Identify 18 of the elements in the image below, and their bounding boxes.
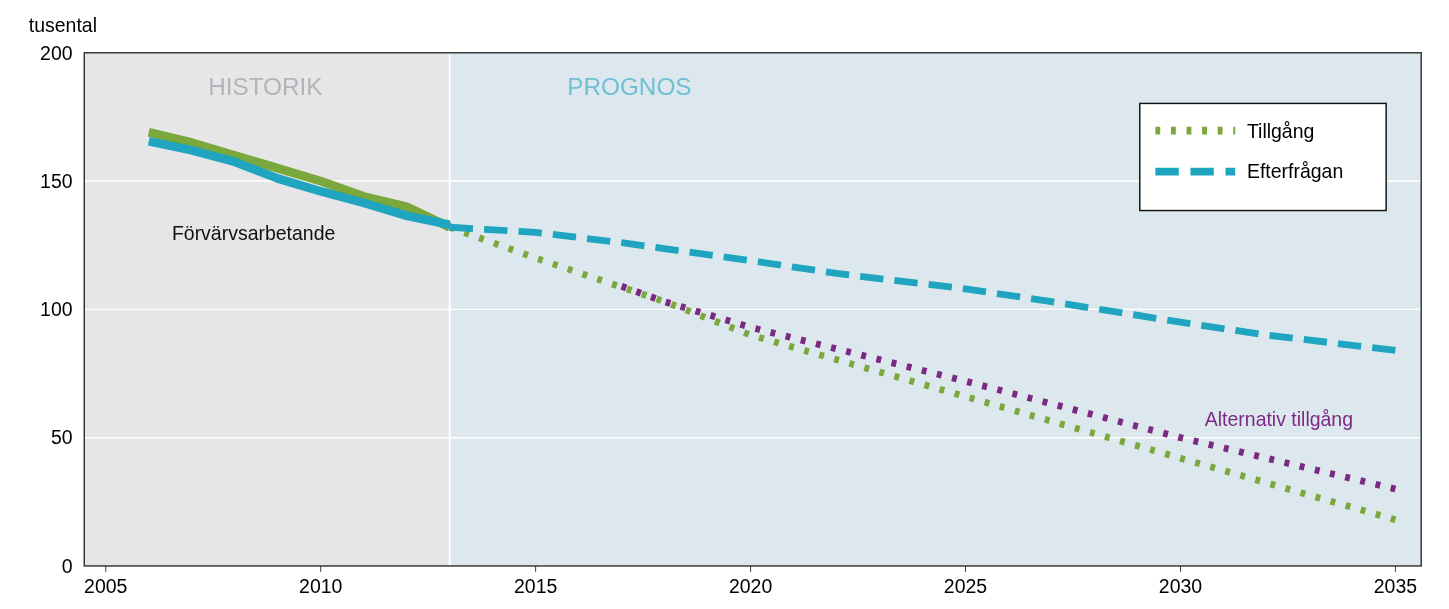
y-axis-title: tusental — [28, 14, 97, 37]
y-tick-label: 150 — [40, 169, 73, 192]
legend-label: Tillgång — [1246, 119, 1315, 142]
annotation: Alternativ tillgång — [1204, 407, 1354, 430]
y-tick-label: 0 — [61, 554, 73, 577]
band-label: PROGNOS — [567, 72, 692, 100]
x-tick-label: 2015 — [513, 575, 558, 598]
y-tick-label: 100 — [40, 298, 73, 321]
legend-label: Efterfrågan — [1246, 160, 1344, 183]
x-tick-label: 2020 — [728, 575, 773, 598]
annotation: Förvärvsarbetande — [171, 221, 336, 244]
x-tick-label: 2025 — [943, 575, 988, 598]
x-tick-label: 2010 — [299, 575, 343, 598]
x-tick-label: 2035 — [1373, 575, 1418, 598]
x-tick-label: 2030 — [1158, 575, 1203, 598]
x-tick-label: 2005 — [84, 575, 128, 598]
y-tick-label: 50 — [50, 426, 73, 449]
y-tick-label: 200 — [40, 41, 73, 64]
